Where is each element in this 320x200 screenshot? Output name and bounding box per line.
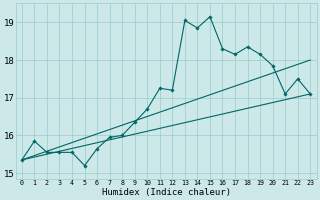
X-axis label: Humidex (Indice chaleur): Humidex (Indice chaleur) xyxy=(101,188,231,197)
